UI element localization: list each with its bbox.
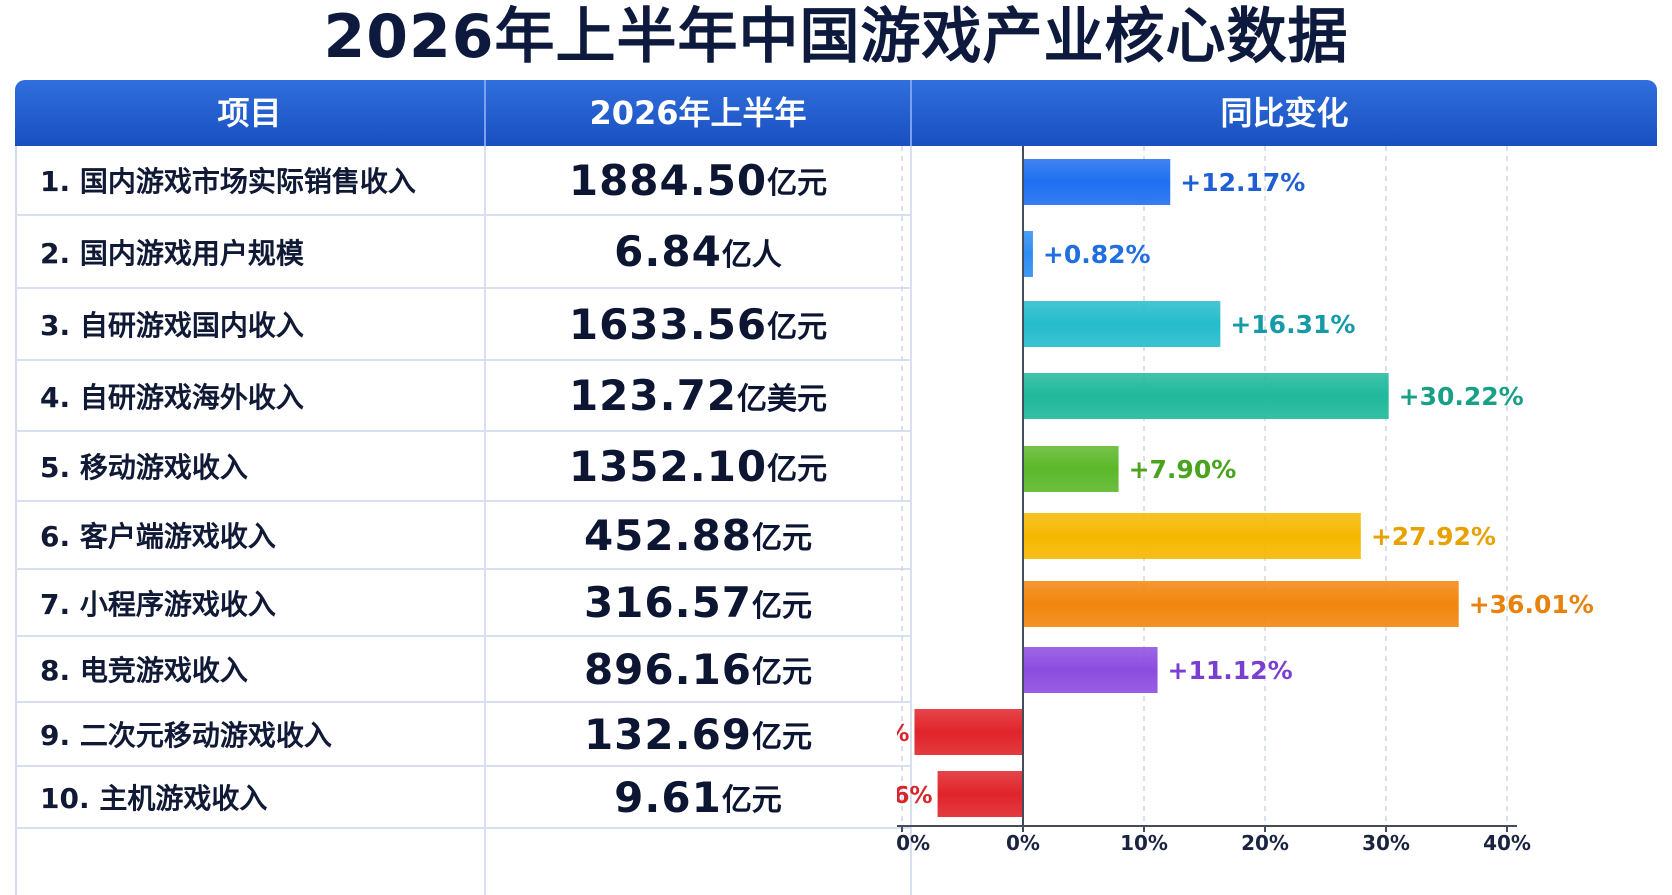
header-divider <box>484 80 486 146</box>
column-divider <box>484 146 486 895</box>
data-label: +7.90% <box>1129 455 1237 484</box>
yoy-bar-chart: +12.17% +0.82% +16.31% +30.22% +7.90% +27.92%… <box>897 146 1594 855</box>
row-value: 896.16 亿元 <box>486 637 910 701</box>
bar <box>1023 159 1171 205</box>
data-table: 项目 2026年上半年 同比变化 1. 国内游戏市场实际销售收入 1884.50 亿… <box>15 80 1657 895</box>
table-header: 项目 2026年上半年 同比变化 <box>15 80 1657 146</box>
table-row: 3. 自研游戏国内收入 1633.56 亿元 <box>15 289 912 361</box>
value-unit: 亿元 <box>752 588 813 624</box>
value-number: 316.57 <box>583 578 753 627</box>
row-label: 6. 客户端游戏收入 <box>40 520 276 553</box>
value-unit: 亿元 <box>767 166 828 201</box>
data-label: +12.17% <box>1180 168 1305 197</box>
bar <box>1023 647 1158 693</box>
bar <box>1023 301 1221 347</box>
value-number: 1633.56 <box>568 299 768 349</box>
value-number: 9.61 <box>614 772 722 822</box>
value-number: 132.69 <box>583 709 753 759</box>
row-value: 9.61 亿元 <box>486 767 910 827</box>
data-label: -7.06% <box>897 783 933 809</box>
value-unit: 亿元 <box>752 720 813 755</box>
column-divider <box>910 146 912 895</box>
table-row: 7. 小程序游戏收入 316.57 亿元 <box>15 570 912 637</box>
row-label: 3. 自研游戏国内收入 <box>40 309 304 342</box>
bar <box>1023 231 1033 277</box>
row-value: 1352.10 亿元 <box>486 432 910 500</box>
row-value: 132.69 亿元 <box>486 703 910 765</box>
data-label: +27.92% <box>1371 522 1496 551</box>
bar <box>1023 373 1389 419</box>
data-label: +11.12% <box>1168 656 1293 685</box>
x-tick-label: 20% <box>1241 831 1289 855</box>
data-label: +0.82% <box>1043 240 1151 269</box>
value-number: 6.84 <box>614 227 722 276</box>
row-label: 5. 移动游戏收入 <box>40 451 248 484</box>
table-row: 2. 国内游戏用户规模 6.84 亿人 <box>15 216 912 289</box>
table-row: 8. 电竞游戏收入 896.16 亿元 <box>15 637 912 703</box>
value-unit: 亿元 <box>767 310 828 345</box>
data-label: -8.97% <box>897 721 909 747</box>
row-value: 123.72 亿美元 <box>486 361 910 430</box>
row-label: 1. 国内游戏市场实际销售收入 <box>40 165 416 198</box>
table-row: 1. 国内游戏市场实际销售收入 1884.50 亿元 <box>15 146 912 216</box>
value-number: 1352.10 <box>568 441 768 491</box>
header-item: 项目 <box>217 94 282 132</box>
bar <box>1023 446 1119 492</box>
data-label: +36.01% <box>1469 590 1594 619</box>
x-tick-label: 10% <box>1120 831 1168 855</box>
table-body <box>15 146 1657 895</box>
value-number: 1884.50 <box>568 155 768 205</box>
bar <box>1023 513 1361 559</box>
header-divider <box>910 80 912 146</box>
bar <box>1023 581 1459 627</box>
row-label: 9. 二次元移动游戏收入 <box>40 719 332 752</box>
value-number: 123.72 <box>568 371 738 420</box>
header-yoy: 同比变化 <box>1220 94 1349 132</box>
value-unit: 亿元 <box>752 655 813 690</box>
bar <box>914 709 1023 755</box>
row-label: 8. 电竞游戏收入 <box>40 654 248 687</box>
value-unit: 亿元 <box>721 783 782 818</box>
data-label: +16.31% <box>1230 310 1355 339</box>
row-label: 4. 自研游戏海外收入 <box>40 380 304 414</box>
value-number: 896.16 <box>583 644 753 694</box>
x-tick-label: 0% <box>1006 831 1040 855</box>
row-label: 7. 小程序游戏收入 <box>40 587 276 621</box>
page-title: 2026年上半年中国游戏产业核心数据 <box>323 2 1349 72</box>
data-label: +30.22% <box>1399 382 1524 411</box>
row-label: 10. 主机游戏收入 <box>40 782 268 815</box>
row-value: 452.88 亿元 <box>486 502 910 568</box>
row-value: 6.84 亿人 <box>486 216 910 287</box>
header-period: 2026年上半年 <box>589 94 807 132</box>
bar <box>937 771 1023 817</box>
table-row: 9. 二次元移动游戏收入 132.69 亿元 <box>15 703 912 767</box>
table-row: 10. 主机游戏收入 9.61 亿元 <box>15 767 912 829</box>
table-row: 6. 客户端游戏收入 452.88 亿元 <box>15 502 912 570</box>
table-row: 4. 自研游戏海外收入 123.72 亿美元 <box>15 361 912 432</box>
row-value: 1884.50 亿元 <box>486 146 910 214</box>
x-tick-label: 40% <box>1483 831 1531 855</box>
value-unit: 亿人 <box>721 237 782 273</box>
value-unit: 亿元 <box>752 521 813 556</box>
value-unit: 亿美元 <box>737 381 828 417</box>
x-tick-label: -10% <box>897 831 930 855</box>
value-unit: 亿元 <box>767 452 828 487</box>
table-row: 5. 移动游戏收入 1352.10 亿元 <box>15 432 912 502</box>
value-number: 452.88 <box>583 510 753 560</box>
x-tick-label: 30% <box>1362 831 1410 855</box>
row-value: 1633.56 亿元 <box>486 289 910 359</box>
row-label: 2. 国内游戏用户规模 <box>40 236 304 270</box>
row-value: 316.57 亿元 <box>486 570 910 635</box>
